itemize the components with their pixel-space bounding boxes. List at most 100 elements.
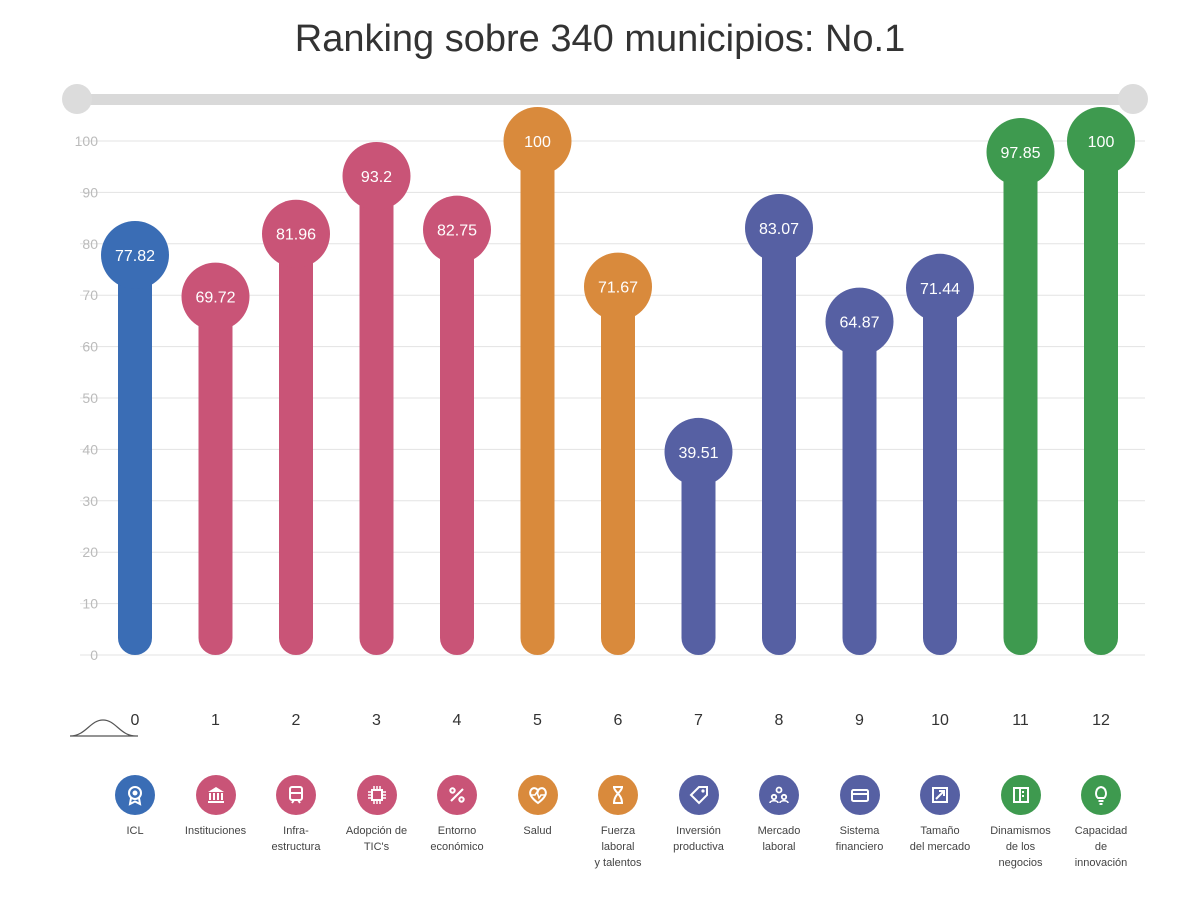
chip-icon [356,775,397,815]
x-tick-label: 12 [1092,712,1110,729]
bar-head[interactable] [986,118,1055,187]
bar[interactable] [520,141,555,655]
bar-head[interactable] [745,194,813,263]
bar-head[interactable] [503,107,572,175]
x-tick-label: 11 [1012,712,1029,729]
bar-head[interactable] [342,141,411,210]
category-item[interactable]: ICL [93,775,177,839]
category-label: Salud [523,825,552,837]
category-item[interactable]: Capacidad de innovación [1059,775,1143,871]
x-tick-label: 2 [291,712,301,729]
percent-icon [437,775,477,815]
data-label: 81.96 [276,227,316,244]
category-item[interactable]: Salud [496,775,580,839]
slider-track [76,94,1134,105]
data-label: 71.44 [920,281,960,298]
category-label: Inversión productiva [673,825,724,853]
bar[interactable] [440,229,474,656]
building-icon [1000,775,1041,815]
slider-handle-right[interactable] [1118,84,1148,114]
tag-icon [678,775,719,815]
x-tick-label: 10 [931,712,949,729]
category-item[interactable]: Adopción de TIC's [335,775,419,855]
data-label: 100 [524,134,551,151]
category-label: Entorno económico [430,825,484,853]
chart-title: Ranking sobre 340 municipios: No.1 [294,18,906,60]
data-label: 100 [1088,134,1115,151]
category-label: Tamaño del mercado [909,825,971,853]
category-item[interactable]: Fuerza laboral y talentos [576,775,660,871]
y-tick-label: 80 [82,236,98,252]
category-label: Mercado laboral [757,825,801,853]
category-item[interactable]: Dinamismos de los negocios [979,775,1063,871]
data-label: 93.2 [361,169,392,186]
category-label: ICL [126,825,144,837]
y-tick-label: 30 [82,493,98,509]
people-icon [759,775,799,815]
bar-head[interactable] [1067,107,1135,175]
category-item[interactable]: Tamaño del mercado [898,775,982,855]
bar[interactable] [118,255,152,656]
bar[interactable] [198,296,233,655]
bar[interactable] [359,175,394,655]
train-icon [276,775,316,815]
y-tick-label: 50 [82,390,98,406]
bar[interactable] [681,451,716,655]
x-tick-label: 0 [130,712,140,729]
card-icon [839,775,880,815]
y-tick-label: 60 [82,339,98,355]
bar-head[interactable] [825,287,894,356]
data-label: 97.85 [1000,145,1040,162]
bar[interactable] [279,233,313,656]
data-label: 64.87 [839,315,879,332]
category-label: Sistema financiero [835,825,884,853]
y-tick-label: 40 [82,441,98,457]
bar-head[interactable] [906,253,974,322]
category-label: Capacidad de innovación [1074,825,1128,869]
bar-head[interactable] [101,221,169,290]
category-item[interactable]: Entorno económico [415,775,499,855]
bar[interactable] [842,321,877,655]
x-tick-label: 4 [452,712,462,729]
y-tick-label: 20 [82,544,98,560]
y-tick-label: 0 [90,647,98,663]
bar[interactable] [762,228,796,655]
category-item[interactable]: Infra- estructura [254,775,338,855]
x-tick-label: 7 [694,712,703,729]
bar[interactable] [923,287,957,655]
hourglass-icon [598,775,638,815]
range-slider[interactable] [62,84,1148,114]
slider-handle-left[interactable] [62,84,92,114]
category-legend: ICL Instituciones Infra- estructura Adopció… [0,775,1200,895]
bar-head[interactable] [664,417,733,486]
category-label: Infra- estructura [271,825,321,853]
y-tick-label: 70 [82,287,98,303]
expand-icon [920,775,960,815]
bar-chart: 0 10 20 30 40 50 60 70 80 90 100 77.82 69.72 81.96 93.… [75,107,1145,663]
data-label: 71.67 [598,280,638,297]
bar-head[interactable] [423,195,491,264]
category-item[interactable]: Inversión productiva [657,775,741,855]
y-tick-label: 10 [82,596,98,612]
data-label: 83.07 [759,221,799,238]
bar-head[interactable] [181,262,250,331]
category-label: Dinamismos de los negocios [990,825,1051,869]
lightbulb-icon [1081,775,1121,815]
x-tick-label: 3 [372,712,381,729]
bar-head[interactable] [262,199,330,268]
bar[interactable] [601,286,635,655]
x-tick-label: 6 [613,712,623,729]
category-item[interactable]: Sistema financiero [818,775,902,855]
bar[interactable] [1003,152,1038,655]
award-icon [115,775,155,815]
category-label: Instituciones [184,825,247,837]
x-tick-label: 5 [533,712,542,729]
category-item[interactable]: Instituciones [174,775,258,839]
bar[interactable] [1084,141,1118,655]
bar-head[interactable] [584,252,652,321]
bell-curve-icon [69,719,138,737]
category-item[interactable]: Mercado laboral [737,775,821,855]
category-index-row: 0 1 2 3 4 5 6 7 8 9 10 11 12 [0,712,1200,742]
data-label: 69.72 [195,290,235,307]
category-label: Adopción de TIC's [345,825,408,853]
